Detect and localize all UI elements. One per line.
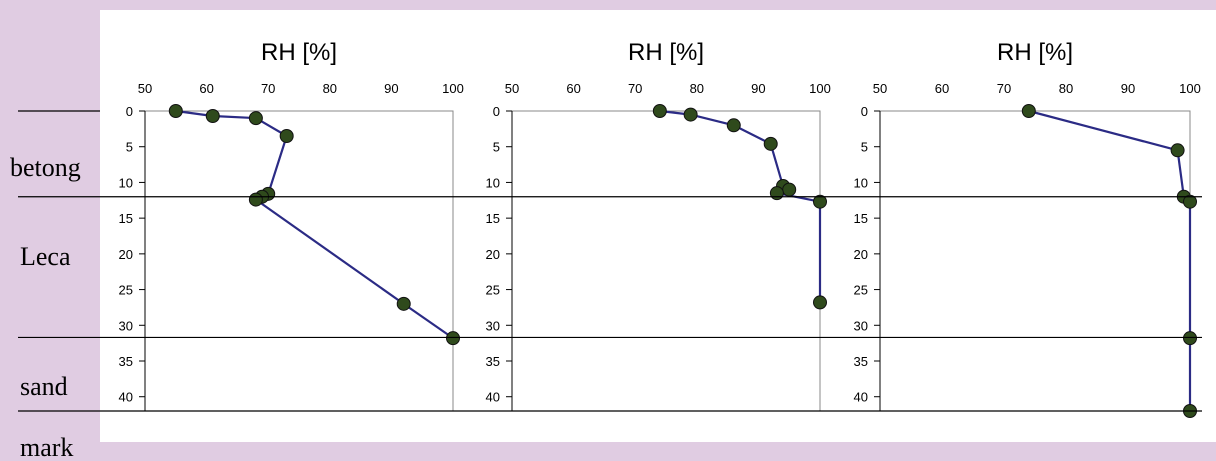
chart-panel-3: RH [%] 50 60 70 80 90 100 0 5 10 15 20 25 30 35 40 (854, 39, 1201, 418)
y-tick-label: 10 (119, 175, 133, 190)
x-tick-label: 70 (261, 81, 275, 96)
y-tick-label: 30 (119, 318, 133, 333)
chart-title: RH [%] (628, 39, 704, 66)
data-point (446, 331, 460, 346)
y-tick-label: 25 (486, 283, 500, 298)
data-point (763, 136, 778, 151)
x-tick-label: 80 (1059, 81, 1073, 96)
data-point (683, 107, 698, 122)
y-tick-label: 10 (854, 175, 868, 190)
data-point (1183, 331, 1197, 346)
x-tick-label: 50 (873, 81, 887, 96)
x-tick-label: 50 (138, 81, 152, 96)
y-tick-label: 35 (854, 354, 868, 369)
data-point (769, 186, 784, 201)
x-tick-label: 60 (935, 81, 949, 96)
y-tick-label: 5 (126, 140, 133, 155)
y-tick-label: 10 (486, 175, 500, 190)
y-tick-label: 35 (486, 354, 500, 369)
x-tick-label: 90 (751, 81, 765, 96)
x-tick-label: 50 (505, 81, 519, 96)
layer-labels: betong Leca sand mark (10, 153, 81, 461)
y-tick-label: 20 (854, 247, 868, 262)
y-tick-label: 25 (854, 283, 868, 298)
x-tick-label: 60 (566, 81, 580, 96)
data-point (813, 295, 827, 310)
x-tick-label: 100 (1179, 81, 1201, 96)
x-tick-label: 80 (323, 81, 337, 96)
data-point (279, 129, 294, 143)
data-point (726, 118, 741, 133)
y-tick-label: 15 (854, 211, 868, 226)
data-point (1021, 104, 1036, 118)
y-tick-label: 30 (854, 318, 868, 333)
x-tick-label: 100 (442, 81, 464, 96)
x-tick-label: 70 (628, 81, 642, 96)
data-point (168, 104, 183, 118)
data-point (652, 104, 667, 118)
y-tick-label: 35 (119, 354, 133, 369)
y-tick-label: 30 (486, 318, 500, 333)
data-point (1170, 143, 1185, 158)
x-tick-label: 90 (384, 81, 398, 96)
y-tick-label: 25 (119, 283, 133, 298)
data-point (1183, 194, 1197, 209)
chart-panel-1: RH [%] 50 60 70 80 90 100 0 5 10 15 20 25 30 35 40 (119, 39, 464, 412)
chart-title: RH [%] (997, 39, 1073, 66)
y-tick-label: 5 (493, 140, 500, 155)
x-tick-label: 100 (809, 81, 831, 96)
y-tick-label: 20 (119, 247, 133, 262)
y-tick-label: 20 (486, 247, 500, 262)
x-tick-label: 60 (199, 81, 213, 96)
data-point (396, 296, 411, 311)
chart-title: RH [%] (261, 39, 337, 66)
chart-background (100, 10, 1216, 442)
y-tick-label: 40 (854, 390, 868, 405)
y-tick-label: 5 (861, 140, 868, 155)
data-point (248, 192, 263, 207)
x-tick-label: 90 (1121, 81, 1135, 96)
x-tick-label: 80 (690, 81, 704, 96)
layer-label-betong: betong (10, 153, 81, 182)
data-point (205, 109, 220, 123)
y-tick-label: 40 (486, 390, 500, 405)
y-tick-label: 0 (861, 104, 868, 119)
layer-label-sand: sand (20, 372, 68, 401)
chart-panel-2: RH [%] 50 60 70 80 90 100 0 5 10 15 20 25 30 35 40 (486, 39, 831, 412)
y-tick-label: 15 (486, 211, 500, 226)
layer-label-mark: mark (20, 433, 73, 461)
y-tick-label: 40 (119, 390, 133, 405)
y-tick-label: 0 (493, 104, 500, 119)
y-tick-label: 15 (119, 211, 133, 226)
layer-label-Leca: Leca (20, 242, 71, 271)
data-point (813, 194, 827, 209)
layer-boundaries (18, 110, 1202, 412)
x-tick-label: 70 (997, 81, 1011, 96)
y-tick-label: 0 (126, 104, 133, 119)
data-point (248, 111, 263, 126)
data-point (782, 182, 797, 197)
